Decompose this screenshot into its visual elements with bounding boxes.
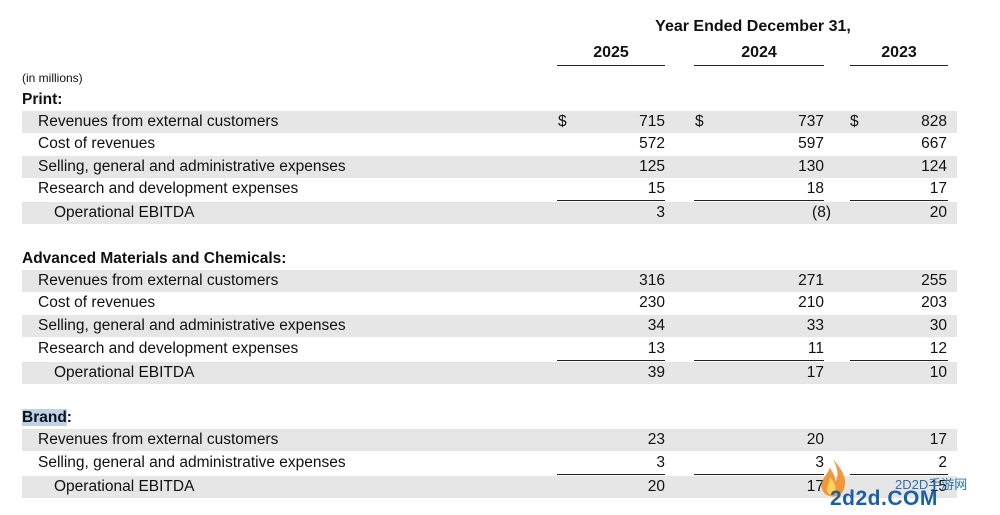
table-row-subtotal: Operational EBITDA 20 17 15	[22, 476, 957, 498]
value-2024: 597	[798, 135, 824, 152]
units-note: (in millions)	[22, 71, 83, 85]
value-2023: 828	[921, 113, 947, 130]
selected-text-highlight[interactable]: Brand	[22, 409, 67, 426]
subtotal-rule	[694, 200, 824, 201]
table-row: Research and development expenses 13 11 …	[22, 338, 957, 360]
value-2024: 33	[806, 317, 824, 334]
column-header-2023: 2023	[850, 44, 948, 66]
value-2023: 15	[929, 478, 947, 495]
value-2023: 10	[929, 364, 947, 381]
value-2024: 737	[798, 113, 824, 130]
value-2024: 17	[806, 364, 824, 381]
currency-symbol: $	[695, 113, 704, 130]
column-header-2024: 2024	[694, 44, 824, 66]
subtotal-rule	[557, 200, 665, 201]
table-row: Selling, general and administrative expe…	[22, 315, 957, 337]
value-2025: 15	[647, 180, 665, 197]
row-label: Revenues from external customers	[38, 113, 279, 130]
value-2023: 2	[938, 454, 947, 471]
value-2023: 30	[929, 317, 947, 334]
value-2023: 12	[929, 340, 947, 357]
row-label: Selling, general and administrative expe…	[38, 158, 346, 175]
value-2025: 34	[647, 317, 665, 334]
section-title-print: Print:	[22, 91, 63, 108]
row-label: Operational EBITDA	[54, 478, 195, 495]
row-label: Research and development expenses	[38, 180, 299, 197]
value-2023: 17	[929, 180, 947, 197]
value-2025: 715	[639, 113, 665, 130]
row-label: Selling, general and administrative expe…	[38, 317, 346, 334]
value-2023: 255	[921, 272, 947, 289]
value-2025: 23	[647, 431, 665, 448]
table-row: Research and development expenses 15 18 …	[22, 178, 957, 200]
table-row: Cost of revenues 572 597 667	[22, 133, 957, 155]
section-title-advanced-materials: Advanced Materials and Chemicals:	[22, 250, 287, 267]
watermark-flame-icon	[808, 455, 858, 510]
table-row: Selling, general and administrative expe…	[22, 156, 957, 178]
table-row-subtotal: Operational EBITDA 3 (8) 20	[22, 202, 957, 224]
value-2024: (8)	[812, 204, 831, 221]
row-label: Cost of revenues	[38, 294, 156, 311]
subtotal-rule	[850, 474, 948, 475]
watermark-text-small: 2D2D手游网	[895, 477, 968, 492]
value-2025: 3	[656, 204, 665, 221]
value-2023: 17	[929, 431, 947, 448]
row-label: Revenues from external customers	[38, 431, 279, 448]
value-2024: 20	[806, 431, 824, 448]
section-title-brand: Brand:	[22, 409, 72, 427]
subtotal-rule	[694, 474, 824, 475]
value-2025: 230	[639, 294, 665, 311]
row-label: Selling, general and administrative expe…	[38, 454, 346, 471]
value-2025: 572	[639, 135, 665, 152]
watermark-text-main: 2d2d.COM	[830, 487, 938, 510]
table-row: Revenues from external customers $ 715 $…	[22, 111, 957, 133]
value-2024: 17	[806, 478, 824, 495]
row-label: Research and development expenses	[38, 340, 299, 357]
table-row: Selling, general and administrative expe…	[22, 452, 957, 474]
subtotal-rule	[850, 360, 948, 361]
table-row: Cost of revenues 230 210 203	[22, 292, 957, 314]
subtotal-rule	[557, 360, 665, 361]
value-2024: 18	[806, 180, 824, 197]
value-2023: 667	[921, 135, 947, 152]
column-header-2025: 2025	[557, 44, 665, 66]
value-2024: 130	[798, 158, 824, 175]
table-header-title: Year Ended December 31,	[655, 18, 851, 35]
value-2025: 20	[647, 478, 665, 495]
subtotal-rule	[557, 474, 665, 475]
currency-symbol: $	[850, 113, 859, 130]
value-2025: 13	[647, 340, 665, 357]
table-row: Revenues from external customers 23 20 1…	[22, 429, 957, 451]
row-label: Operational EBITDA	[54, 364, 195, 381]
value-2025: 39	[647, 364, 665, 381]
value-2023: 124	[921, 158, 947, 175]
row-label: Operational EBITDA	[54, 204, 195, 221]
currency-symbol: $	[558, 113, 567, 130]
subtotal-rule	[850, 200, 948, 201]
table-row-subtotal: Operational EBITDA 39 17 10	[22, 362, 957, 384]
value-2023: 203	[921, 294, 947, 311]
value-2023: 20	[929, 204, 947, 221]
value-2024: 271	[798, 272, 824, 289]
subtotal-rule	[694, 360, 824, 361]
value-2024: 210	[798, 294, 824, 311]
value-2025: 3	[656, 454, 665, 471]
row-label: Revenues from external customers	[38, 272, 279, 289]
value-2024: 11	[807, 340, 824, 357]
row-label: Cost of revenues	[38, 135, 156, 152]
table-row: Revenues from external customers 316 271…	[22, 270, 957, 292]
value-2024: 3	[815, 454, 824, 471]
section-title-colon: :	[66, 409, 72, 426]
value-2025: 316	[639, 272, 665, 289]
value-2025: 125	[639, 158, 665, 175]
